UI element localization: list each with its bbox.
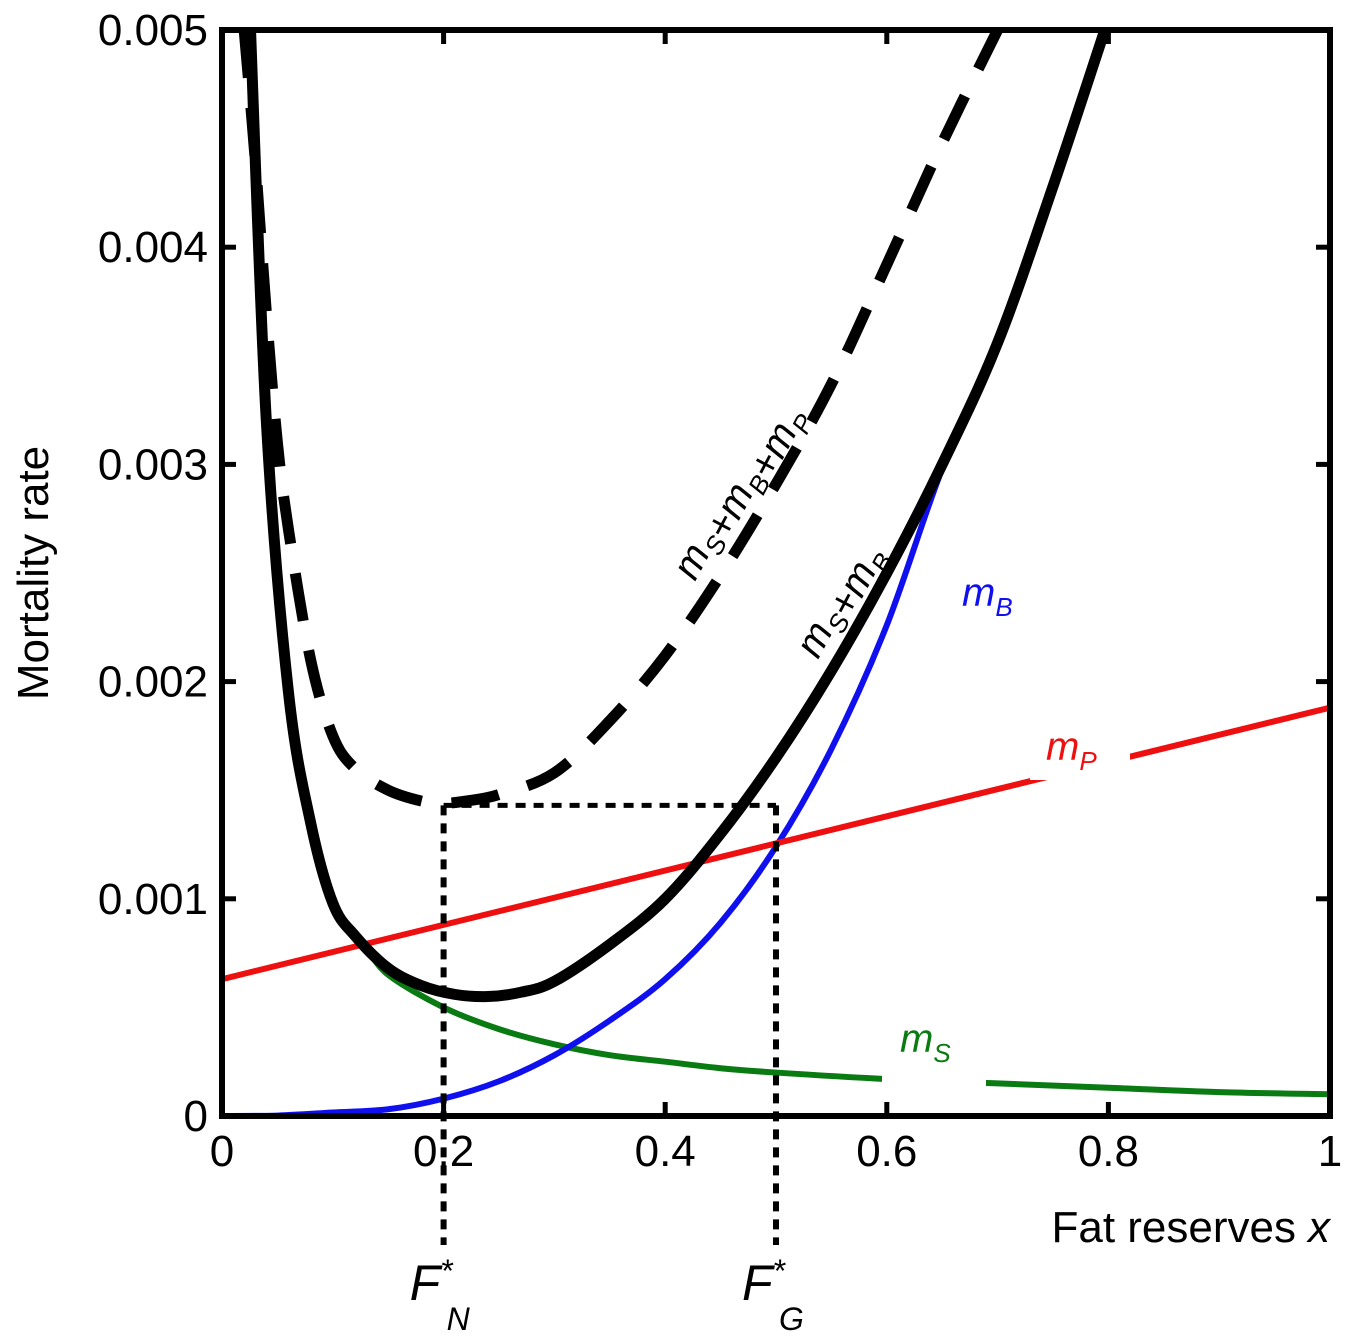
- series-label-mB: mB: [962, 571, 1013, 622]
- x-tick-label: 0.8: [1078, 1127, 1139, 1176]
- series-line-mSB: [245, 30, 1111, 1003]
- x-tick-label: 0: [210, 1127, 234, 1176]
- y-tick-label: 0.005: [98, 6, 208, 55]
- marker-label-N: F* N: [410, 1253, 471, 1337]
- x-axis-title-variable: x: [1306, 1203, 1332, 1252]
- label-knockout: [1030, 718, 1130, 780]
- x-tick-label: 0.4: [635, 1127, 696, 1176]
- y-tick-label: 0.002: [98, 658, 208, 707]
- x-axis-title-text: Fat reserves: [1051, 1203, 1296, 1252]
- marker-label-G: F* G: [742, 1253, 804, 1337]
- x-axis-title: Fat reserves x: [1051, 1203, 1332, 1252]
- y-tick-label: 0.004: [98, 223, 208, 272]
- x-tick-label: 0.6: [856, 1127, 917, 1176]
- y-tick-label: 0: [184, 1092, 208, 1141]
- series-label-mSBP: mS+mB+mP: [664, 390, 820, 599]
- series-label-mS: mS: [900, 1017, 951, 1068]
- label-knockout: [882, 1064, 986, 1096]
- series-line-mB: [222, 30, 1109, 1116]
- series-line-mSBP: [238, 30, 1003, 809]
- series-label-mP: mP: [1046, 725, 1097, 776]
- annotation-layer: F* N F* G: [410, 802, 804, 1337]
- y-axis-title: Mortality rate: [9, 446, 58, 700]
- y-tick-label: 0.003: [98, 440, 208, 489]
- plot-frame: [219, 27, 1333, 1119]
- y-tick-label: 0.001: [98, 875, 208, 924]
- x-tick-label: 1: [1318, 1127, 1342, 1176]
- x-tick-label: 0.2: [413, 1127, 474, 1176]
- series-line-mS: [363, 944, 1330, 1098]
- axis-layer: 0 0.2 0.4 0.6 0.8 1 0 0.001 0.002 0.003 0.004 0.005: [98, 6, 1342, 1176]
